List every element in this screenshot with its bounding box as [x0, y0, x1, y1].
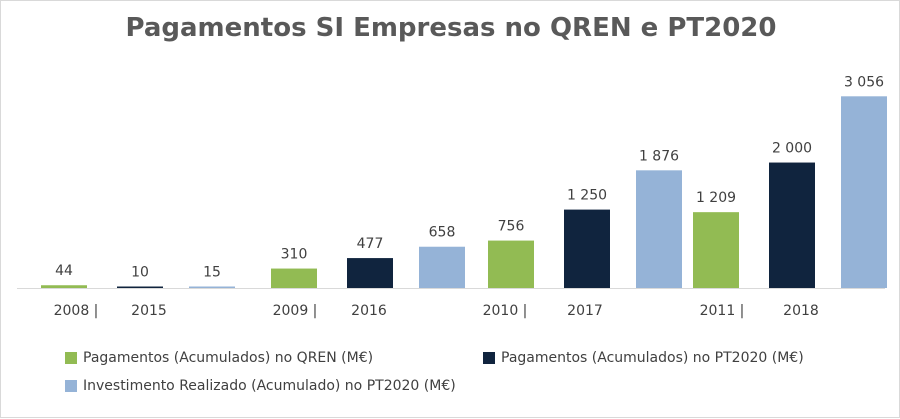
value-label-investimento-2009: 658	[429, 225, 456, 241]
legend-swatch-pt2020	[483, 352, 495, 364]
value-label-pt2020-2010: 1 250	[567, 188, 607, 204]
bar-pt2020-2008	[117, 286, 163, 288]
value-label-investimento-2010: 1 876	[639, 148, 679, 164]
value-label-investimento-2011: 3 056	[844, 74, 884, 90]
value-label-pt2020-2008: 10	[131, 265, 149, 281]
bar-pt2020-2010	[564, 209, 610, 288]
bar-qren-2009	[271, 268, 317, 288]
value-label-pt2020-2009: 477	[357, 236, 384, 252]
chart-title: Pagamentos SI Empresas no QREN e PT2020	[125, 13, 777, 43]
bar-pt2020-2011	[769, 162, 815, 288]
bar-investimento-2009	[419, 246, 465, 288]
bar-qren-2010	[488, 240, 534, 288]
legend-item-qren: Pagamentos (Acumulados) no QREN (M€)	[65, 350, 373, 366]
legend-label-pt2020: Pagamentos (Acumulados) no PT2020 (M€)	[501, 350, 804, 366]
value-label-qren-2010: 756	[498, 219, 525, 235]
x-label-qren-2010: 2010 |	[483, 303, 528, 319]
value-label-qren-2008: 44	[55, 263, 73, 279]
bar-investimento-2008	[189, 286, 235, 288]
value-label-qren-2009: 310	[281, 247, 308, 263]
x-label-qren-2008: 2008 |	[54, 303, 99, 319]
legend-swatch-investimento	[65, 380, 77, 392]
x-label-qren-2011: 2011 |	[700, 303, 745, 319]
x-label-pt2020-2017: 2017	[567, 303, 603, 319]
value-label-qren-2011: 1 209	[696, 190, 736, 206]
value-labels-layer: 44 310 756 1 209 10 477 1 250 2 000 15 658 1 876 3 …	[55, 74, 884, 280]
x-label-qren-2009: 2009 |	[273, 303, 318, 319]
legend-item-pt2020: Pagamentos (Acumulados) no PT2020 (M€)	[483, 350, 804, 366]
bar-investimento-2010	[636, 170, 682, 288]
legend-item-investimento: Investimento Realizado (Acumulado) no PT…	[65, 378, 456, 394]
x-label-pt2020-2018: 2018	[783, 303, 819, 319]
bar-qren-2008	[41, 285, 87, 288]
x-label-pt2020-2016: 2016	[351, 303, 387, 319]
legend-swatch-qren	[65, 352, 77, 364]
x-labels-layer: 2008 | 2015 2009 | 2016 2010 | 2017 2011 | 2018	[54, 303, 819, 319]
legend-label-qren: Pagamentos (Acumulados) no QREN (M€)	[83, 350, 374, 366]
value-label-investimento-2008: 15	[203, 265, 221, 281]
value-label-pt2020-2011: 2 000	[772, 141, 812, 157]
bar-qren-2011	[693, 212, 739, 288]
bar-pt2020-2009	[347, 258, 393, 288]
legend-label-investimento: Investimento Realizado (Acumulado) no PT…	[83, 378, 456, 394]
bars-layer	[41, 96, 887, 289]
bar-investimento-2011	[841, 96, 887, 289]
x-label-pt2020-2015: 2015	[131, 303, 167, 319]
